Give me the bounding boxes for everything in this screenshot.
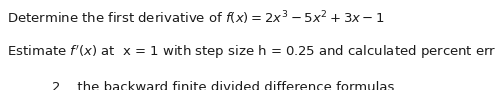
Text: Determine the first derivative of $f(x) = 2x^3 - 5x^2 + 3x - 1$: Determine the first derivative of $f(x) … — [7, 9, 385, 27]
Text: Estimate $f'(x)$ at  x = 1 with step size h = 0.25 and calculated percent error : Estimate $f'(x)$ at x = 1 with step size… — [7, 43, 495, 61]
Text: 2.   the backward finite divided difference formulas: 2. the backward finite divided differenc… — [52, 81, 395, 90]
